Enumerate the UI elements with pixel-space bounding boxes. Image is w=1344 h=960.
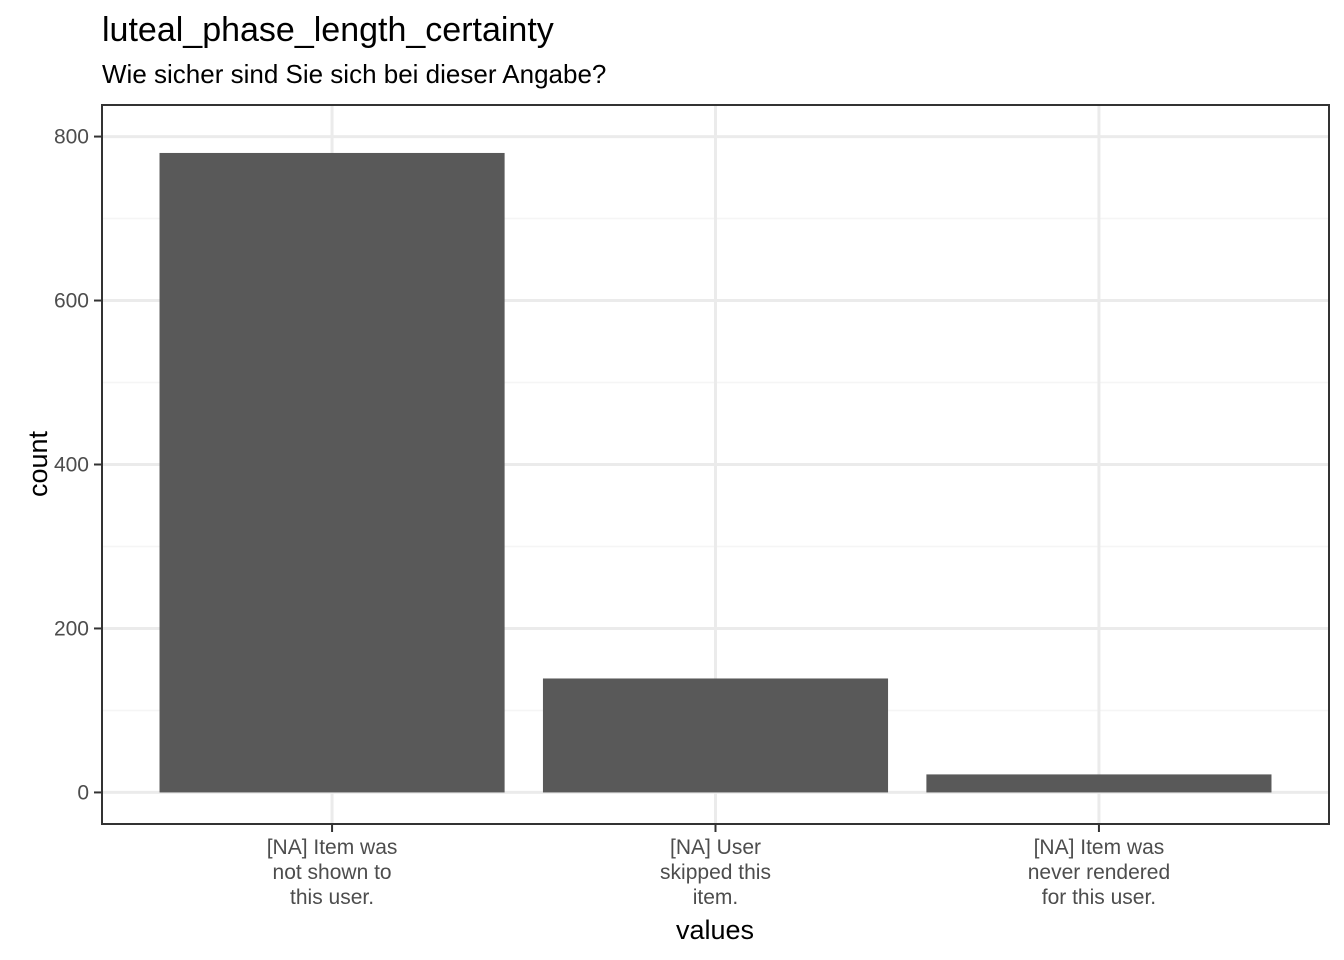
x-axis-title: values [676, 915, 754, 945]
x-tick-label: [NA] Item was never rendered for this user… [1028, 836, 1170, 909]
y-tick-label: 600 [54, 290, 89, 313]
x-tick-label-line: [NA] Item was [267, 836, 398, 859]
y-tick-label: 800 [54, 126, 89, 149]
y-tick-label: 0 [77, 781, 89, 804]
x-tick-label-line: skipped this [660, 861, 771, 884]
chart-subtitle: Wie sicher sind Sie sich bei dieser Anga… [102, 59, 606, 89]
panel-border [101, 104, 1330, 825]
x-tick-label: [NA] User skipped this item. [660, 836, 771, 909]
x-tick-label-line: never rendered [1028, 861, 1170, 884]
x-tick-label: [NA] Item was not shown to this user. [267, 836, 398, 909]
bars [159, 152, 1272, 793]
x-tick-label-line: [NA] Item was [1034, 836, 1165, 859]
y-axis: 0 200 400 600 800 [54, 126, 102, 804]
y-tick-label: 400 [54, 454, 89, 477]
bar [159, 152, 505, 793]
x-tick-label-line: [NA] User [670, 836, 761, 859]
chart-title: luteal_phase_length_certainty [102, 11, 554, 49]
x-axis: [NA] Item was not shown to this user.[NA] … [267, 824, 1170, 909]
x-tick-label-line: this user. [290, 886, 374, 909]
x-tick-label-line: for this user. [1042, 886, 1156, 909]
x-tick-label-line: item. [693, 886, 739, 909]
x-tick-label-line: not shown to [273, 861, 392, 884]
y-tick-label: 200 [54, 617, 89, 640]
bar [542, 678, 889, 793]
bar [926, 774, 1272, 793]
y-axis-title: count [23, 430, 53, 497]
